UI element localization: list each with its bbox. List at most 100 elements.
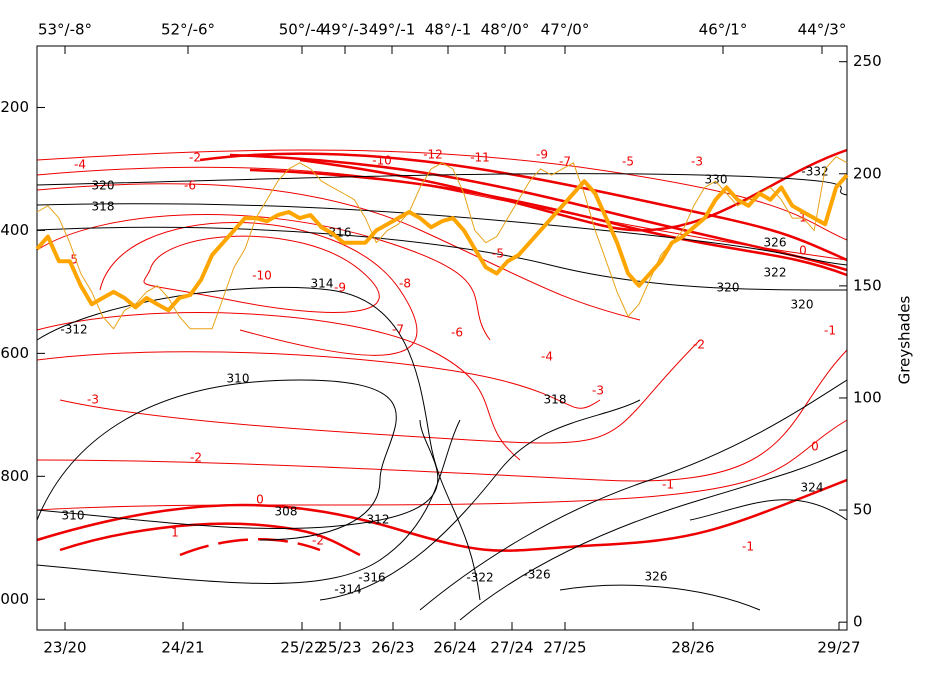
contour bbox=[36, 419, 439, 530]
contour bbox=[249, 168, 848, 277]
contour-label: -10 bbox=[372, 154, 392, 168]
contour-label: -9 bbox=[334, 281, 346, 295]
contour bbox=[36, 379, 397, 541]
contour-label: -1 bbox=[742, 540, 754, 554]
contour-label: 0 bbox=[799, 244, 807, 258]
contour-label: 1 bbox=[171, 526, 179, 540]
contour bbox=[59, 522, 361, 557]
contour-label: -3 bbox=[691, 155, 703, 169]
contour-label: -8 bbox=[399, 277, 411, 291]
contour-label: -1 bbox=[824, 324, 836, 338]
contour-label: 330 bbox=[705, 173, 728, 187]
series-line bbox=[35, 173, 849, 313]
contour-label: -314 bbox=[334, 583, 361, 597]
contour-label: -3 bbox=[87, 393, 99, 407]
y-tick-label: 1000 bbox=[0, 590, 29, 608]
contour-label: -326 bbox=[523, 568, 550, 582]
top-label: 48°/0° bbox=[481, 21, 530, 39]
contour bbox=[36, 351, 601, 409]
contours bbox=[36, 148, 848, 621]
contour-label: -6 bbox=[184, 179, 196, 193]
y-tick-label: 200 bbox=[0, 98, 29, 116]
top-label: 49°/-3 bbox=[322, 21, 369, 39]
y2-tick-label: 50 bbox=[853, 501, 872, 519]
contour bbox=[559, 584, 761, 611]
x-tick-label: 25/23 bbox=[318, 639, 361, 657]
x-tick-label: 23/20 bbox=[43, 639, 86, 657]
contour-label: -332 bbox=[801, 165, 828, 179]
top-label: 53°/-8° bbox=[38, 21, 92, 39]
contour bbox=[36, 173, 848, 196]
contour-label: 312 bbox=[367, 513, 390, 527]
contour bbox=[229, 153, 848, 272]
contour-label: 324 bbox=[801, 481, 824, 495]
contour-label: 320 bbox=[92, 179, 115, 193]
y2-tick-label: 100 bbox=[853, 388, 882, 406]
contour-label: 318 bbox=[544, 393, 567, 407]
contour-label: -312 bbox=[60, 323, 87, 337]
contour-label: 0 bbox=[256, 493, 264, 507]
contour bbox=[36, 203, 848, 266]
contour-label: -9 bbox=[536, 148, 548, 162]
x-tick-label: 27/25 bbox=[543, 639, 586, 657]
contour-label: -322 bbox=[466, 571, 493, 585]
contour bbox=[99, 222, 418, 356]
contour-label: 322 bbox=[764, 266, 787, 280]
y-tick-label: 800 bbox=[0, 467, 29, 485]
contour-label: -11 bbox=[470, 151, 490, 165]
top-label: 44°/3° bbox=[798, 21, 847, 39]
x-tick-label: 26/24 bbox=[433, 639, 476, 657]
contour-label: 314 bbox=[311, 277, 334, 291]
contour-label: -2 bbox=[312, 534, 324, 548]
contour bbox=[36, 286, 481, 601]
contour bbox=[459, 449, 848, 621]
contour-label: -5 bbox=[622, 155, 634, 169]
contour-label: 310 bbox=[227, 372, 250, 386]
contour-label: -5 bbox=[492, 247, 504, 261]
contour-label: 326 bbox=[764, 236, 787, 250]
contour-label: -4 bbox=[541, 350, 553, 364]
x-tick-label: 26/23 bbox=[371, 639, 414, 657]
contour-label: -2 bbox=[190, 451, 202, 465]
top-label: 46°/1° bbox=[699, 21, 748, 39]
contour-label: -2 bbox=[693, 338, 705, 352]
contour bbox=[36, 419, 461, 584]
contour bbox=[319, 399, 641, 601]
y-tick-label: 600 bbox=[0, 344, 29, 362]
contour-label: 320 bbox=[717, 281, 740, 295]
contour-label: 310 bbox=[62, 509, 85, 523]
x-tick-label: 25/22 bbox=[280, 639, 323, 657]
y2-tick-label: 150 bbox=[853, 276, 882, 294]
top-label: 50°/-4 bbox=[279, 21, 326, 39]
y2-axis-label: Greyshades bbox=[896, 295, 914, 384]
top-label: 49°/-1 bbox=[369, 21, 416, 39]
contour-label: -7 bbox=[559, 155, 571, 169]
contour-label: -10 bbox=[252, 269, 272, 283]
contour bbox=[36, 149, 848, 241]
contour bbox=[36, 226, 848, 291]
y2-tick-label: 250 bbox=[853, 52, 882, 70]
contour-label: -1 bbox=[662, 478, 674, 492]
x-tick-label: 24/21 bbox=[161, 639, 204, 657]
contour-label: -2 bbox=[189, 151, 201, 165]
x-tick-label: 28/26 bbox=[671, 639, 714, 657]
contour-label: -12 bbox=[423, 148, 443, 162]
contour-label: -5 bbox=[66, 253, 78, 267]
contour-label: -316 bbox=[358, 571, 385, 585]
contour bbox=[179, 538, 321, 557]
contour bbox=[689, 499, 848, 521]
y2-tick-label: 0 bbox=[853, 613, 863, 631]
contour bbox=[36, 349, 848, 482]
top-label: 48°/-1 bbox=[425, 21, 472, 39]
contour bbox=[36, 183, 641, 321]
contour-label: -4 bbox=[74, 158, 86, 172]
contour-label: -7 bbox=[392, 323, 404, 337]
contour bbox=[36, 478, 848, 552]
contour bbox=[36, 419, 848, 511]
contour bbox=[419, 379, 848, 611]
x-tick-label: 27/24 bbox=[490, 639, 533, 657]
x-tick-label: 29/27 bbox=[817, 639, 860, 657]
contour-label: 0 bbox=[811, 440, 819, 454]
contour-label: 320 bbox=[791, 298, 814, 312]
